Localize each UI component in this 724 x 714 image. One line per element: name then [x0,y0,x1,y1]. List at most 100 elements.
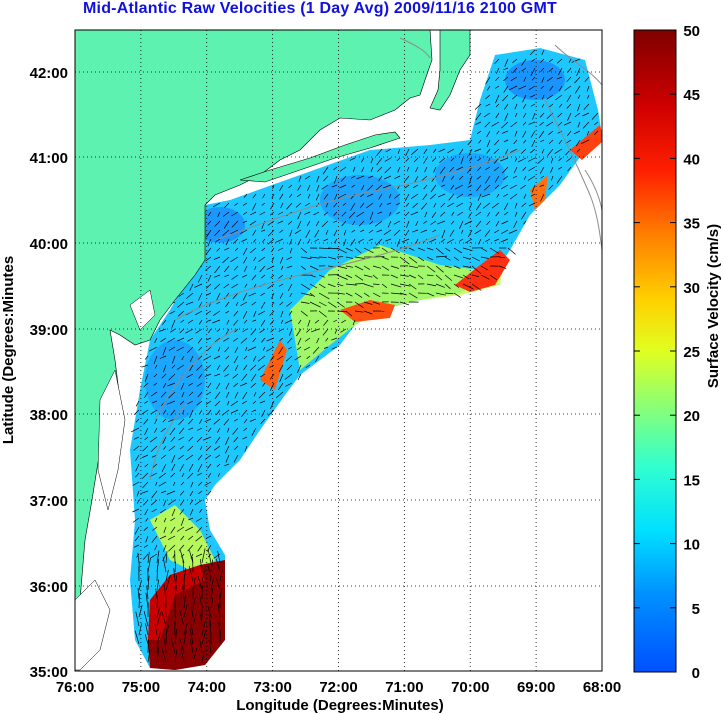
velocity-arrow [150,499,158,506]
velocity-arrow [474,229,482,235]
velocity-arrow [182,585,185,600]
velocity-arrow [183,604,188,618]
velocity-arrow [341,220,347,227]
velocity-arrow [340,175,347,182]
velocity-arrow [591,112,599,120]
velocity-arrow [424,211,428,218]
velocity-arrow [267,220,275,226]
velocity-arrow [462,274,470,280]
velocity-arrow [279,301,284,306]
velocity-arrow [266,346,275,352]
velocity-arrow [415,166,419,173]
velocity-arrow [345,247,353,252]
velocity-arrow [471,283,482,291]
velocity-arrow [374,220,383,227]
velocity-arrow [234,418,239,422]
velocity-arrow [271,193,275,199]
lat-tick-label: 36:00 [30,579,68,596]
velocity-arrow [333,238,338,244]
velocity-arrow [426,274,434,277]
velocity-arrow [249,418,257,422]
velocity-arrow [504,112,509,121]
velocity-arrow [207,238,212,247]
velocity-arrow [495,211,500,217]
velocity-arrow [378,175,383,182]
velocity-arrow [154,418,158,425]
velocity-arrow [189,355,194,362]
velocity-arrow [377,166,383,172]
velocity-arrow [284,319,293,324]
velocity-arrow [444,265,452,269]
velocity-arrow [322,166,329,175]
velocity-arrow [401,238,410,243]
velocity-arrow [325,229,329,235]
velocity-arrow [382,184,392,189]
velocity-arrow [231,283,239,289]
velocity-arrow [279,256,284,264]
velocity-arrow [323,238,329,242]
velocity-arrow [213,445,221,451]
velocity-arrow [222,211,230,217]
velocity-arrow [145,535,149,543]
velocity-arrow [199,508,203,513]
velocity-arrow [318,310,327,318]
velocity-arrow [496,130,500,135]
velocity-arrow [250,328,257,336]
velocity-arrow [300,301,310,304]
velocity-arrow [333,202,338,208]
velocity-arrow [297,211,302,220]
velocity-arrow [501,220,509,225]
velocity-arrow [296,328,302,337]
velocity-arrow [150,553,158,559]
velocity-arrow [241,409,248,418]
velocity-arrow [227,400,230,406]
velocity-arrow [262,382,266,387]
velocity-arrow [493,148,500,154]
velocity-arrow [514,112,518,118]
velocity-arrow [134,526,140,535]
velocity-arrow [406,220,410,228]
velocity-arrow [187,445,194,452]
velocity-arrow [177,337,185,342]
velocity-arrow [169,427,176,436]
velocity-arrow [146,585,149,600]
velocity-arrow [567,112,572,121]
velocity-arrow [447,202,455,208]
velocity-arrow [514,211,518,217]
velocity-arrow [502,94,509,102]
velocity-arrow [198,301,203,308]
velocity-arrow [276,355,284,361]
velocity-arrow [574,112,581,118]
velocity-arrow [306,220,311,227]
velocity-arrow [207,548,212,564]
velocity-arrow [396,157,401,162]
plot-frame [74,29,603,672]
velocity-arrow [331,346,338,350]
velocity-arrow [420,229,428,233]
velocity-arrow [189,283,194,292]
velocity-arrow [363,292,370,297]
velocity-arrow [275,391,284,399]
velocity-arrow [501,130,509,134]
velocity-arrow [279,193,284,200]
velocity-arrow [195,310,203,316]
velocity-arrow [216,578,221,591]
velocity-arrow [541,103,545,108]
velocity-arrow [351,184,356,188]
velocity-arrow [270,274,275,279]
velocity-arrow [161,463,167,472]
velocity-arrow [381,283,388,288]
velocity-arrow [144,508,149,516]
velocity-arrow [187,400,194,405]
velocity-arrow [212,319,221,324]
velocity-arrow [174,629,178,645]
velocity-arrow [165,569,169,582]
velocity-arrow [207,274,212,282]
velocity-arrow [179,445,185,450]
velocity-arrow [189,628,194,645]
velocity-arrow [156,579,160,591]
velocity-arrow [372,283,380,285]
velocity-arrow [207,472,212,478]
velocity-arrow [331,184,338,188]
velocity-arrow [250,211,257,216]
